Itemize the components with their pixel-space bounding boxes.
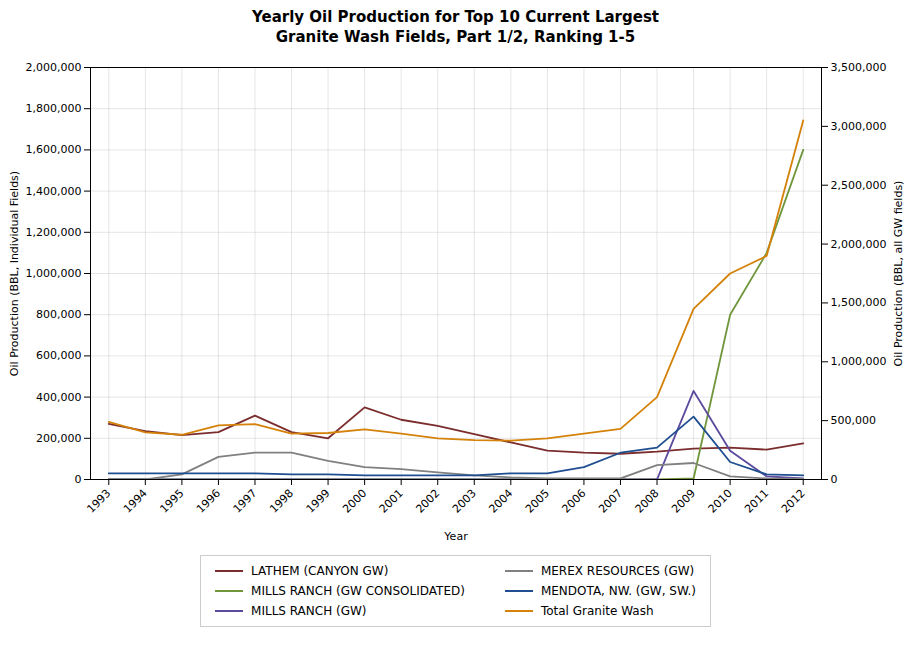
svg-text:Oil Production (BBL, all GW fi: Oil Production (BBL, all GW fields)	[892, 181, 905, 367]
svg-text:2001: 2001	[377, 487, 406, 516]
svg-text:1,400,000: 1,400,000	[26, 185, 82, 198]
svg-text:2008: 2008	[633, 487, 662, 516]
svg-text:2009: 2009	[669, 487, 698, 516]
svg-text:2012: 2012	[779, 487, 808, 516]
svg-text:2010: 2010	[706, 487, 735, 516]
svg-text:1994: 1994	[121, 487, 150, 516]
svg-text:2004: 2004	[486, 487, 515, 516]
html-text:MENDOTA, NW. (GW, SW.): MENDOTA, NW. (GW, SW.)	[540, 584, 696, 598]
svg-text:1997: 1997	[231, 487, 260, 516]
svg-text:200,000: 200,000	[36, 432, 82, 445]
svg-text:2007: 2007	[596, 487, 625, 516]
svg-text:2006: 2006	[560, 487, 589, 516]
svg-text:1999: 1999	[304, 487, 333, 516]
svg-text:Year: Year	[443, 530, 468, 543]
svg-text:2000: 2000	[340, 487, 369, 516]
svg-text:2005: 2005	[523, 487, 552, 516]
svg-text:2,000,000: 2,000,000	[831, 238, 887, 251]
html-text:MILLS RANCH (GW): MILLS RANCH (GW)	[251, 604, 367, 618]
svg-text:1,800,000: 1,800,000	[26, 102, 82, 115]
svg-text:1,000,000: 1,000,000	[831, 355, 887, 368]
svg-text:1995: 1995	[157, 487, 186, 516]
svg-text:3,000,000: 3,000,000	[831, 120, 887, 133]
svg-text:500,000: 500,000	[831, 414, 877, 427]
svg-text:800,000: 800,000	[36, 308, 82, 321]
html-text:LATHEM (CANYON GW): LATHEM (CANYON GW)	[251, 564, 389, 578]
svg-text:600,000: 600,000	[36, 349, 82, 362]
svg-text:1996: 1996	[194, 487, 223, 516]
svg-text:1,500,000: 1,500,000	[831, 296, 887, 309]
svg-text:1,600,000: 1,600,000	[26, 143, 82, 156]
svg-text:2003: 2003	[450, 487, 479, 516]
html-text:Yearly Oil Production for Top: Yearly Oil Production for Top 10 Current…	[252, 8, 659, 46]
svg-text:2,000,000: 2,000,000	[26, 61, 82, 74]
svg-text:400,000: 400,000	[36, 391, 82, 404]
svg-text:2,500,000: 2,500,000	[831, 179, 887, 192]
svg-text:1,200,000: 1,200,000	[26, 226, 82, 239]
svg-text:0: 0	[75, 473, 82, 486]
html-text:Total Granite Wash: Total Granite Wash	[540, 604, 654, 618]
svg-text:Oil Production (BBL, Individua: Oil Production (BBL, Individual Fields)	[8, 171, 21, 376]
svg-text:1998: 1998	[267, 487, 296, 516]
svg-text:0: 0	[831, 473, 838, 486]
html-text:MEREX RESOURCES (GW): MEREX RESOURCES (GW)	[540, 564, 695, 578]
svg-text:1993: 1993	[84, 487, 113, 516]
svg-text:2002: 2002	[413, 487, 442, 516]
svg-text:1,000,000: 1,000,000	[26, 267, 82, 280]
svg-text:3,500,000: 3,500,000	[831, 61, 887, 74]
svg-text:2011: 2011	[742, 487, 771, 516]
html-text:MILLS RANCH (GW CONSOLIDATED): MILLS RANCH (GW CONSOLIDATED)	[251, 584, 465, 598]
